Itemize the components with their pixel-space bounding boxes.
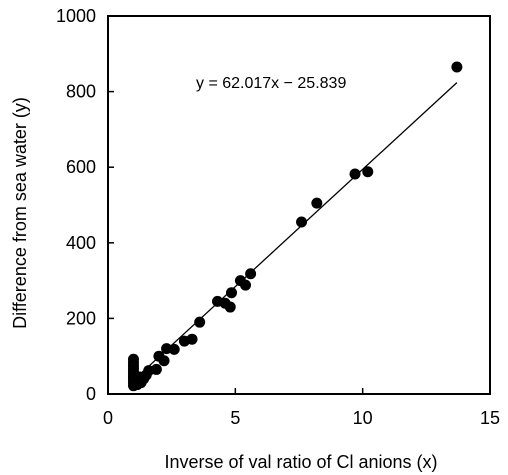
data-points-group — [127, 61, 463, 392]
data-point — [150, 363, 162, 375]
data-point — [168, 343, 180, 355]
y-tick-label: 200 — [66, 308, 96, 328]
plot-area-frame — [107, 15, 491, 395]
data-point — [127, 353, 139, 365]
x-tick-label: 15 — [480, 408, 500, 428]
data-point — [296, 216, 308, 228]
data-point — [311, 197, 323, 209]
x-tick-label: 0 — [103, 408, 113, 428]
data-point — [158, 355, 170, 367]
y-tick-label: 600 — [66, 157, 96, 177]
data-point — [186, 333, 198, 345]
data-point — [451, 61, 463, 73]
y-tick-label: 400 — [66, 233, 96, 253]
data-point — [349, 168, 361, 180]
y-tick-label: 1000 — [56, 6, 96, 26]
data-point — [224, 301, 236, 313]
trendline — [133, 82, 458, 381]
y-axis-ticks: 0 200 400 600 800 1000 — [56, 6, 114, 404]
y-axis-title: Difference from sea water (y) — [10, 97, 30, 329]
data-point — [362, 166, 374, 178]
x-tick-label: 5 — [230, 408, 240, 428]
x-axis-title: Inverse of val ratio of Cl anions (x) — [164, 452, 437, 472]
data-point — [226, 287, 238, 299]
data-point — [240, 279, 252, 291]
y-tick-label: 0 — [86, 384, 96, 404]
trendline-equation-label: y = 62.017x − 25.839 — [196, 75, 346, 92]
data-point — [245, 268, 257, 280]
y-tick-label: 800 — [66, 82, 96, 102]
x-tick-label: 10 — [353, 408, 373, 428]
data-point — [194, 316, 206, 328]
x-axis-ticks: 0 5 10 15 — [103, 388, 500, 428]
